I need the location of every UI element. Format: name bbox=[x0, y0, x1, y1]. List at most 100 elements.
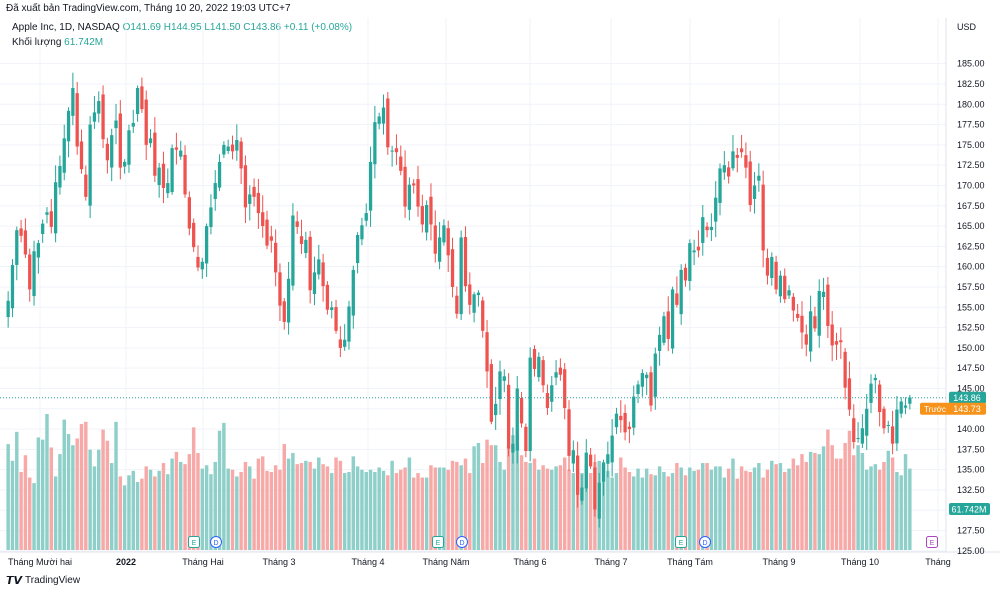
x-tick-label: Tháng 4 bbox=[351, 557, 384, 567]
volume-bar bbox=[79, 424, 84, 550]
volume-bar bbox=[804, 461, 809, 550]
x-tick-label: Tháng 6 bbox=[513, 557, 546, 567]
volume-bar bbox=[403, 467, 407, 550]
candle-body bbox=[787, 290, 791, 296]
volume-bar bbox=[433, 467, 437, 550]
volume-bar bbox=[834, 458, 839, 550]
candle-body bbox=[860, 428, 865, 444]
volume-bar bbox=[15, 431, 19, 550]
y-tick-label: 170.00 bbox=[957, 180, 985, 190]
candle-body bbox=[847, 378, 852, 410]
volume-badge-value: 61.742M bbox=[951, 505, 986, 515]
candle-body bbox=[325, 284, 330, 310]
candle-body bbox=[727, 167, 731, 177]
volume-bar bbox=[161, 463, 166, 550]
earnings-event-icon[interactable]: E bbox=[675, 536, 687, 548]
volume-bar bbox=[317, 457, 321, 550]
volume-bar bbox=[895, 471, 899, 550]
volume-bar bbox=[114, 421, 118, 550]
earnings-event-icon[interactable]: E bbox=[926, 536, 938, 548]
volume-bar bbox=[213, 461, 217, 550]
volume-bar bbox=[420, 477, 425, 550]
y-tick-label: 140.00 bbox=[957, 424, 985, 434]
volume-bar bbox=[463, 458, 468, 550]
symbol-name[interactable]: Apple Inc, 1D, NASDAQ bbox=[12, 22, 120, 33]
volume-bar bbox=[23, 455, 28, 550]
legend-row-symbol: Apple Inc, 1D, NASDAQ O141.69 H144.95 L1… bbox=[12, 22, 352, 34]
volume-bar bbox=[118, 476, 123, 550]
candle-body bbox=[118, 113, 122, 168]
volume-bar bbox=[230, 469, 235, 550]
y-tick-label: 155.00 bbox=[957, 302, 985, 312]
volume-bar bbox=[472, 446, 476, 550]
volume-label[interactable]: Khối lượng bbox=[12, 37, 62, 48]
candle-body bbox=[304, 239, 308, 254]
volume-bar bbox=[390, 460, 394, 550]
candle-body bbox=[101, 94, 105, 140]
x-tick-label: Tháng Năm bbox=[422, 557, 469, 567]
volume-bar bbox=[179, 461, 183, 550]
volume-bar bbox=[411, 477, 416, 550]
candle-body bbox=[778, 275, 783, 297]
volume-bar bbox=[381, 470, 386, 550]
candle-body bbox=[92, 112, 97, 122]
volume-bar bbox=[506, 446, 511, 550]
candle-body bbox=[800, 315, 804, 333]
candle-body bbox=[761, 184, 765, 251]
candle-body bbox=[649, 372, 653, 406]
candle-body bbox=[265, 219, 269, 246]
volume-bar bbox=[808, 451, 813, 550]
price-axis[interactable]: 185.00 182.50 180.00 177.50 175.00 172.50 170.… bbox=[957, 59, 985, 556]
candle-body bbox=[28, 254, 32, 290]
candle-body bbox=[295, 221, 299, 227]
candle-body bbox=[192, 222, 196, 248]
volume-bar bbox=[217, 430, 222, 550]
candle-body bbox=[200, 261, 204, 270]
candle-body bbox=[110, 135, 114, 168]
volume-bar bbox=[511, 435, 515, 550]
candle-body bbox=[498, 371, 502, 400]
y-tick-label: 127.50 bbox=[957, 526, 985, 536]
dividend-event-icon[interactable]: D bbox=[456, 536, 468, 548]
dividend-event-icon[interactable]: D bbox=[699, 536, 711, 548]
volume-bar bbox=[705, 463, 709, 550]
candle-body bbox=[666, 311, 670, 339]
y-tick-label: 147.50 bbox=[957, 363, 985, 373]
time-axis[interactable]: Tháng Mười hai 2022 Tháng Hai Tháng 3 Tháng … bbox=[8, 557, 951, 567]
volume-bar bbox=[498, 461, 502, 550]
volume-bar bbox=[260, 456, 265, 550]
volume-bar bbox=[144, 466, 148, 550]
volume-bar bbox=[601, 464, 606, 550]
volume-bar bbox=[273, 465, 278, 550]
dividend-event-icon[interactable]: D bbox=[210, 536, 222, 548]
event-label: E bbox=[192, 540, 197, 547]
candle-body bbox=[463, 237, 468, 287]
candle-body bbox=[45, 212, 49, 215]
candle-body bbox=[394, 148, 399, 153]
candle-body bbox=[425, 204, 429, 233]
candle-body bbox=[645, 374, 649, 379]
tradingview-logo-icon: 𝙏𝙑 bbox=[6, 575, 23, 587]
volume-bar bbox=[489, 445, 494, 550]
earnings-event-icon[interactable]: E bbox=[432, 536, 444, 548]
currency-label: USD bbox=[957, 22, 977, 32]
volume-bar bbox=[532, 458, 537, 550]
candle-body bbox=[377, 116, 381, 124]
volume-bar bbox=[709, 469, 714, 550]
tradingview-logo[interactable]: 𝙏𝙑 TradingView bbox=[6, 574, 80, 587]
volume-bar bbox=[394, 473, 399, 550]
volume-bar bbox=[791, 458, 796, 550]
earnings-event-icon[interactable]: E bbox=[188, 536, 200, 548]
volume-bar bbox=[666, 476, 670, 550]
event-label: E bbox=[436, 540, 441, 547]
volume-bar bbox=[739, 466, 744, 550]
volume-bar bbox=[567, 469, 571, 550]
volume-bar bbox=[105, 440, 110, 550]
volume-bar bbox=[575, 470, 580, 550]
candle-body bbox=[49, 211, 53, 227]
candle-body bbox=[6, 300, 10, 318]
x-tick-label: 2022 bbox=[116, 557, 136, 567]
volume-bar bbox=[826, 429, 830, 550]
candle-body bbox=[321, 262, 325, 287]
